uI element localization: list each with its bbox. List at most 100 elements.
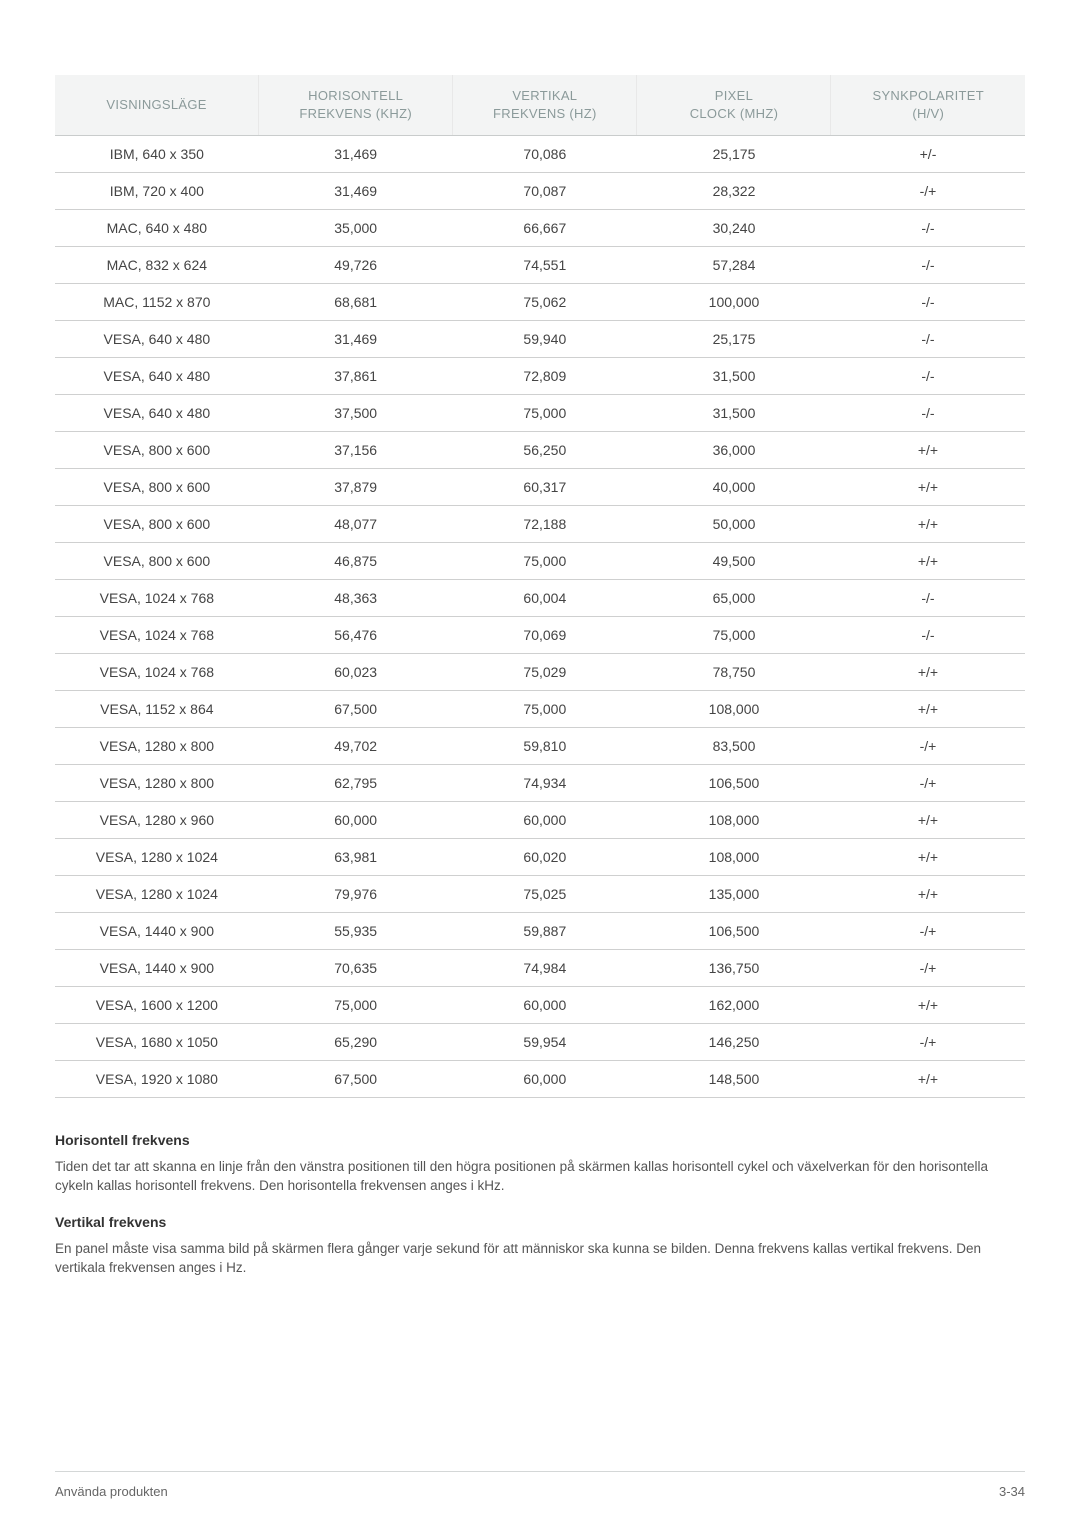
column-header: SYNKPOLARITET(H/V) [831, 75, 1025, 136]
table-cell: 37,879 [259, 469, 453, 506]
table-cell: 31,469 [259, 321, 453, 358]
display-modes-table: VISNINGSLÄGEHORISONTELLFREKVENS (KHZ)VER… [55, 75, 1025, 1098]
footer-right: 3-34 [999, 1484, 1025, 1499]
table-cell: VESA, 1440 x 900 [55, 913, 259, 950]
section-title: Horisontell frekvens [55, 1132, 1025, 1148]
table-cell: 136,750 [637, 950, 831, 987]
table-cell: 162,000 [637, 987, 831, 1024]
table-row: VESA, 1600 x 120075,00060,000162,000+/+ [55, 987, 1025, 1024]
table-cell: 83,500 [637, 728, 831, 765]
table-body: IBM, 640 x 35031,46970,08625,175+/-IBM, … [55, 136, 1025, 1098]
table-cell: VESA, 1152 x 864 [55, 691, 259, 728]
document-body: VISNINGSLÄGEHORISONTELLFREKVENS (KHZ)VER… [55, 75, 1025, 1278]
section-body: Tiden det tar att skanna en linje från d… [55, 1158, 1025, 1196]
table-row: VESA, 1152 x 86467,50075,000108,000+/+ [55, 691, 1025, 728]
table-cell: 31,500 [637, 358, 831, 395]
table-cell: 49,702 [259, 728, 453, 765]
table-cell: 59,810 [453, 728, 637, 765]
table-row: VESA, 1280 x 80062,79574,934106,500-/+ [55, 765, 1025, 802]
table-cell: 106,500 [637, 913, 831, 950]
table-cell: 100,000 [637, 284, 831, 321]
table-cell: 79,976 [259, 876, 453, 913]
table-cell: 72,188 [453, 506, 637, 543]
table-cell: 148,500 [637, 1061, 831, 1098]
section-body: En panel måste visa samma bild på skärme… [55, 1240, 1025, 1278]
table-cell: 55,935 [259, 913, 453, 950]
section-horizontal-frequency: Horisontell frekvens Tiden det tar att s… [55, 1132, 1025, 1196]
table-cell: +/+ [831, 506, 1025, 543]
table-cell: VESA, 1024 x 768 [55, 580, 259, 617]
table-row: VESA, 1024 x 76848,36360,00465,000-/- [55, 580, 1025, 617]
table-cell: 48,363 [259, 580, 453, 617]
table-row: VESA, 1680 x 105065,29059,954146,250-/+ [55, 1024, 1025, 1061]
table-cell: VESA, 800 x 600 [55, 543, 259, 580]
table-cell: 75,000 [453, 691, 637, 728]
table-cell: IBM, 720 x 400 [55, 173, 259, 210]
table-cell: 40,000 [637, 469, 831, 506]
table-cell: 75,000 [637, 617, 831, 654]
table-cell: VESA, 1920 x 1080 [55, 1061, 259, 1098]
column-header: PIXELCLOCK (MHZ) [637, 75, 831, 136]
table-cell: 75,029 [453, 654, 637, 691]
table-cell: 66,667 [453, 210, 637, 247]
table-cell: 60,317 [453, 469, 637, 506]
page-footer: Använda produkten 3-34 [55, 1471, 1025, 1499]
table-cell: -/- [831, 284, 1025, 321]
section-vertical-frequency: Vertikal frekvens En panel måste visa sa… [55, 1214, 1025, 1278]
table-cell: VESA, 1024 x 768 [55, 654, 259, 691]
table-row: VESA, 800 x 60037,15656,25036,000+/+ [55, 432, 1025, 469]
table-row: VESA, 1280 x 96060,00060,000108,000+/+ [55, 802, 1025, 839]
table-cell: 65,000 [637, 580, 831, 617]
table-row: VESA, 1440 x 90070,63574,984136,750-/+ [55, 950, 1025, 987]
table-cell: 36,000 [637, 432, 831, 469]
table-cell: 60,020 [453, 839, 637, 876]
column-header: HORISONTELLFREKVENS (KHZ) [259, 75, 453, 136]
table-cell: 70,086 [453, 136, 637, 173]
table-row: VESA, 1280 x 80049,70259,81083,500-/+ [55, 728, 1025, 765]
table-cell: -/- [831, 247, 1025, 284]
table-cell: 75,000 [259, 987, 453, 1024]
table-cell: 31,500 [637, 395, 831, 432]
table-cell: 31,469 [259, 173, 453, 210]
table-cell: +/+ [831, 802, 1025, 839]
table-cell: 56,476 [259, 617, 453, 654]
table-cell: 57,284 [637, 247, 831, 284]
table-row: VESA, 1280 x 102463,98160,020108,000+/+ [55, 839, 1025, 876]
table-cell: VESA, 640 x 480 [55, 321, 259, 358]
table-cell: 146,250 [637, 1024, 831, 1061]
table-row: VESA, 640 x 48031,46959,94025,175-/- [55, 321, 1025, 358]
table-row: VESA, 800 x 60048,07772,18850,000+/+ [55, 506, 1025, 543]
table-cell: VESA, 640 x 480 [55, 395, 259, 432]
table-cell: 70,087 [453, 173, 637, 210]
table-cell: -/+ [831, 728, 1025, 765]
table-cell: VESA, 1440 x 900 [55, 950, 259, 987]
table-cell: VESA, 1600 x 1200 [55, 987, 259, 1024]
table-row: MAC, 640 x 48035,00066,66730,240-/- [55, 210, 1025, 247]
table-cell: 135,000 [637, 876, 831, 913]
table-row: IBM, 640 x 35031,46970,08625,175+/- [55, 136, 1025, 173]
table-row: VESA, 1024 x 76860,02375,02978,750+/+ [55, 654, 1025, 691]
table-cell: -/- [831, 580, 1025, 617]
table-cell: 75,025 [453, 876, 637, 913]
table-cell: VESA, 1280 x 1024 [55, 839, 259, 876]
table-cell: 78,750 [637, 654, 831, 691]
table-cell: 75,000 [453, 543, 637, 580]
table-cell: 56,250 [453, 432, 637, 469]
table-cell: -/- [831, 321, 1025, 358]
table-cell: +/+ [831, 839, 1025, 876]
table-cell: -/- [831, 617, 1025, 654]
table-cell: +/+ [831, 691, 1025, 728]
footer-left: Använda produkten [55, 1484, 168, 1499]
table-cell: 63,981 [259, 839, 453, 876]
table-cell: 72,809 [453, 358, 637, 395]
table-cell: 108,000 [637, 802, 831, 839]
table-row: VESA, 1280 x 102479,97675,025135,000+/+ [55, 876, 1025, 913]
table-cell: 106,500 [637, 765, 831, 802]
table-cell: VESA, 800 x 600 [55, 506, 259, 543]
table-cell: 31,469 [259, 136, 453, 173]
table-cell: 60,000 [453, 802, 637, 839]
table-cell: -/+ [831, 950, 1025, 987]
table-cell: 60,000 [259, 802, 453, 839]
table-cell: -/- [831, 358, 1025, 395]
column-header: VERTIKALFREKVENS (HZ) [453, 75, 637, 136]
